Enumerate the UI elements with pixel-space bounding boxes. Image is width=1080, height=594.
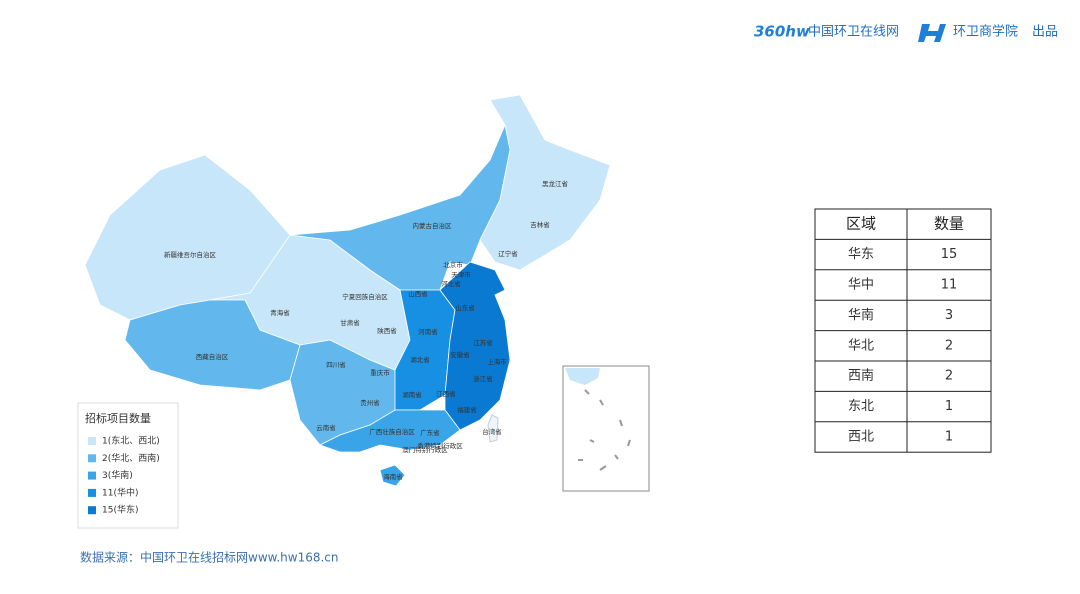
- region: [439, 261, 511, 431]
- produced: 出品: [1032, 25, 1058, 40]
- table-cell: 华中: [848, 278, 874, 293]
- table-cell: 2: [945, 338, 953, 353]
- site-name: 中国环卫在线网: [808, 25, 899, 40]
- legend-swatch: [88, 506, 96, 515]
- province-label: 北京市: [443, 260, 463, 269]
- table-cell: 3: [945, 308, 953, 323]
- legend-label: 3(华南): [102, 469, 133, 481]
- table-header: 数量: [934, 215, 964, 233]
- province-label: 陕西省: [377, 326, 397, 335]
- province-label: 吉林省: [530, 220, 550, 229]
- logo: 360hw: [754, 23, 810, 41]
- province-label: 广西壮族自治区: [369, 427, 415, 436]
- region: [318, 409, 461, 453]
- south-sea-inset: [562, 365, 650, 492]
- academy-icon: [918, 24, 946, 42]
- province-label: 广东省: [420, 428, 440, 437]
- legend-label: 2(华北、西南): [102, 452, 160, 464]
- province-label: 湖南省: [402, 390, 422, 399]
- province-label: 江西省: [436, 389, 456, 398]
- province-label: 天津市: [451, 270, 471, 279]
- province-label: 西藏自治区: [196, 352, 229, 361]
- taiwan: [487, 414, 499, 443]
- legend-swatch: [88, 471, 96, 480]
- table-cell: 华东: [848, 247, 874, 262]
- province-label: 山东省: [455, 303, 475, 312]
- province-label: 江苏省: [473, 338, 493, 347]
- inset-islands: [578, 389, 631, 471]
- legend-swatch: [88, 488, 96, 497]
- province-label: 河北省: [441, 279, 461, 288]
- province-label: 四川省: [326, 360, 346, 369]
- legend-label: 11(华中): [102, 486, 138, 498]
- province-label: 澳门特别行政区: [402, 445, 448, 454]
- province-label: 台湾省: [482, 427, 502, 436]
- province-label: 重庆市: [370, 368, 390, 377]
- table-cell: 1: [945, 430, 953, 445]
- table-cell: 东北: [848, 399, 874, 414]
- table-header: 区域: [846, 215, 876, 233]
- province-label: 内蒙古自治区: [413, 221, 453, 230]
- province-label: 安徽省: [450, 350, 470, 359]
- table-cell: 2: [945, 369, 953, 384]
- province-label: 福建省: [457, 405, 477, 414]
- table-cell: 西北: [848, 430, 874, 445]
- province-label: 甘肃省: [340, 318, 360, 327]
- table-cell: 1: [945, 399, 953, 414]
- academy-name: 环卫商学院: [953, 24, 1018, 40]
- province-label: 新疆维吾尔自治区: [164, 250, 217, 259]
- legend-title: 招标项目数量: [85, 411, 151, 425]
- province-label: 湖北省: [410, 355, 430, 364]
- province-label: 贵州省: [360, 398, 380, 407]
- province-label: 黑龙江省: [542, 179, 569, 188]
- province-label: 上海市: [487, 357, 507, 366]
- province-label: 香港特别行政区: [417, 441, 463, 450]
- province-label: 青海省: [270, 308, 290, 317]
- province-label: 浙江省: [473, 374, 493, 383]
- province-label: 海南省: [383, 472, 403, 481]
- province-label: 山西省: [408, 289, 428, 298]
- legend-items: 1(东北、西北) 2(华北、西南) 3(华南) 11(华中) 15(华东): [88, 435, 160, 516]
- inset-land: [565, 368, 600, 385]
- region: [479, 94, 611, 271]
- legend-label: 15(华东): [102, 504, 138, 516]
- province-label: 辽宁省: [498, 249, 518, 258]
- table-cell: 西南: [848, 368, 874, 384]
- source: 数据来源：中国环卫在线招标网www.hw168.cn: [80, 550, 339, 565]
- province-label: 宁夏回族自治区: [342, 292, 388, 301]
- table-cell: 11: [941, 278, 958, 293]
- province-label: 云南省: [316, 423, 336, 432]
- table-cell: 15: [941, 247, 958, 262]
- table-cell: 华南: [848, 307, 874, 323]
- province-label: 河南省: [418, 327, 438, 336]
- legend-label: 1(东北、西北): [102, 435, 160, 447]
- legend-swatch: [88, 437, 96, 445]
- table-cell: 华北: [848, 338, 874, 353]
- region: [379, 464, 406, 487]
- legend-swatch: [88, 454, 96, 463]
